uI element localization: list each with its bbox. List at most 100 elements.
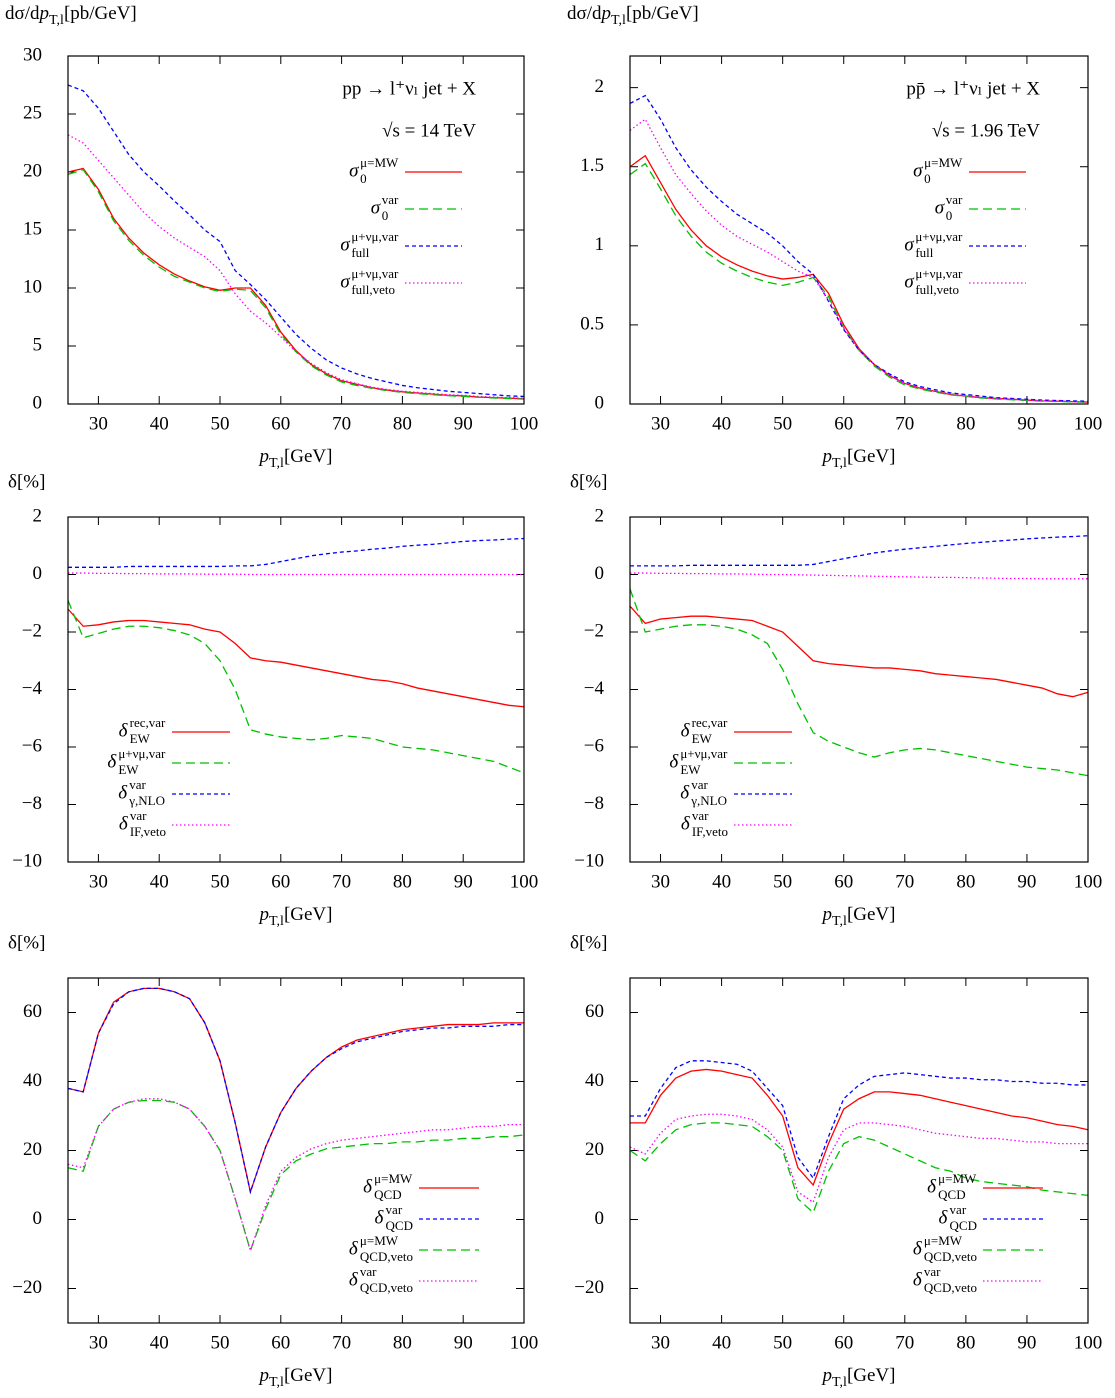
x-tick-label: 30 — [89, 413, 108, 434]
x-tick-label: 70 — [332, 413, 351, 434]
x-label-sub: T,l — [832, 456, 847, 471]
x-tick-label: 100 — [510, 1332, 539, 1353]
legend-label: σ — [371, 197, 381, 218]
x-tick-label: 70 — [895, 871, 914, 892]
legend-label: δ — [107, 751, 117, 772]
y-tick-label: −20 — [574, 1277, 604, 1298]
y-axis-label: dσ/dpT,l[pb/GeV] — [5, 3, 137, 28]
y-tick-label: 20 — [23, 1139, 42, 1160]
x-tick-label: 70 — [332, 1332, 351, 1353]
annotation: pp → l⁺νₗ jet + X — [342, 78, 476, 99]
legend-label-sub: IF,veto — [130, 824, 166, 839]
x-tick-label: 50 — [773, 413, 792, 434]
annotation: √s = 1.96 TeV — [932, 120, 1040, 141]
legend-label-sub: full,veto — [351, 282, 395, 297]
legend-label-sup: μ=MW — [374, 1171, 413, 1186]
legend-label-sub: EW — [118, 762, 139, 777]
x-tick-label: 90 — [454, 871, 473, 892]
x-axis-label: pT,l[GeV] — [258, 446, 333, 471]
legend-label-sup: μ=MW — [924, 1233, 963, 1248]
x-tick-label: 90 — [454, 1332, 473, 1353]
legend-label: δ — [363, 1176, 373, 1197]
y-tick-label: 0 — [33, 1208, 43, 1229]
x-tick-label: 80 — [956, 871, 975, 892]
legend-label-sup: rec,var — [692, 715, 728, 730]
legend-label-sub: EW — [680, 762, 701, 777]
y-tick-label: −2 — [22, 620, 42, 641]
y-tick-label: −6 — [22, 735, 42, 756]
y-axis-label: dσ/dpT,l[pb/GeV] — [567, 3, 699, 28]
legend-label-sub: EW — [130, 731, 151, 746]
y-label-var: p — [600, 3, 612, 24]
legend-label-sub: EW — [692, 731, 713, 746]
legend-label: δ — [913, 1269, 923, 1290]
y-axis-label: δ[%] — [8, 471, 45, 492]
x-tick-label: 100 — [510, 871, 539, 892]
x-tick-label: 60 — [834, 1332, 853, 1353]
legend-label-sup: μ+νμ,var — [118, 746, 166, 761]
series-line — [629, 588, 1089, 777]
legend-label-sup: var — [691, 777, 708, 792]
legend-label-sub: QCD,veto — [360, 1249, 413, 1264]
panel: 30 40 50 60 70 80 90 100−200204060pT,l[GeV]δ[%]… — [8, 932, 538, 1390]
plot-frame — [629, 977, 1089, 1324]
series-line — [67, 600, 525, 774]
legend-label-sup: var — [946, 192, 963, 207]
x-label-sub: T,l — [269, 1375, 284, 1390]
legend-label-sup: var — [924, 1264, 941, 1279]
x-tick-label: 60 — [271, 871, 290, 892]
series-line — [67, 168, 525, 400]
x-label-var: p — [258, 1365, 270, 1386]
panel: 30 40 50 60 70 80 90 100 −10 −8 −6 −4 −2 0 2 pT,l[GeV] δ… — [570, 471, 1102, 929]
x-tick-label: 30 — [651, 871, 670, 892]
plot-frame — [629, 55, 1089, 405]
legend-label-sub: QCD,veto — [924, 1280, 977, 1295]
y-axis-label: δ[%] — [8, 932, 45, 953]
x-tick-label: 90 — [1017, 1332, 1036, 1353]
legend-label: δ — [119, 720, 129, 741]
x-label-unit: [GeV] — [847, 1365, 896, 1386]
legend-label: δ — [913, 1238, 923, 1259]
y-tick-label: 0 — [33, 563, 43, 584]
x-tick-label: 50 — [211, 413, 230, 434]
x-tick-label: 70 — [895, 1332, 914, 1353]
legend-label-sup: μ+νμ,var — [915, 229, 963, 244]
y-tick-label: 60 — [23, 1001, 42, 1022]
legend-label: δ — [349, 1238, 359, 1259]
series-line — [67, 1098, 524, 1253]
series-line — [629, 605, 1089, 698]
legend-label-sup: var — [360, 1264, 377, 1279]
series-line — [630, 572, 1088, 580]
x-tick-label: 70 — [332, 871, 351, 892]
legend-label: σ — [349, 160, 359, 181]
y-tick-label: 10 — [23, 276, 42, 297]
y-tick-label: 20 — [585, 1139, 604, 1160]
y-tick-label: 0.5 — [580, 313, 604, 334]
legend-label-sub: full,veto — [915, 282, 959, 297]
x-tick-label: 90 — [1017, 871, 1036, 892]
legend-label-sup: μ+νμ,var — [915, 266, 963, 281]
legend-label: δ — [118, 782, 128, 803]
series-line — [629, 154, 1089, 403]
x-tick-label: 40 — [150, 871, 169, 892]
y-label-var: p — [38, 3, 50, 24]
plot-frame — [67, 55, 525, 405]
y-tick-label: 0 — [595, 563, 605, 584]
x-label-var: p — [258, 904, 270, 925]
y-axis-label: δ[%] — [570, 471, 607, 492]
x-label-unit: [GeV] — [284, 904, 333, 925]
legend-label-sup: μ+νμ,var — [680, 746, 728, 761]
legend-label-sub: γ,NLO — [690, 793, 727, 808]
series-line — [629, 94, 1089, 402]
legend-label-sup: μ=MW — [938, 1171, 977, 1186]
series-line — [68, 572, 524, 576]
